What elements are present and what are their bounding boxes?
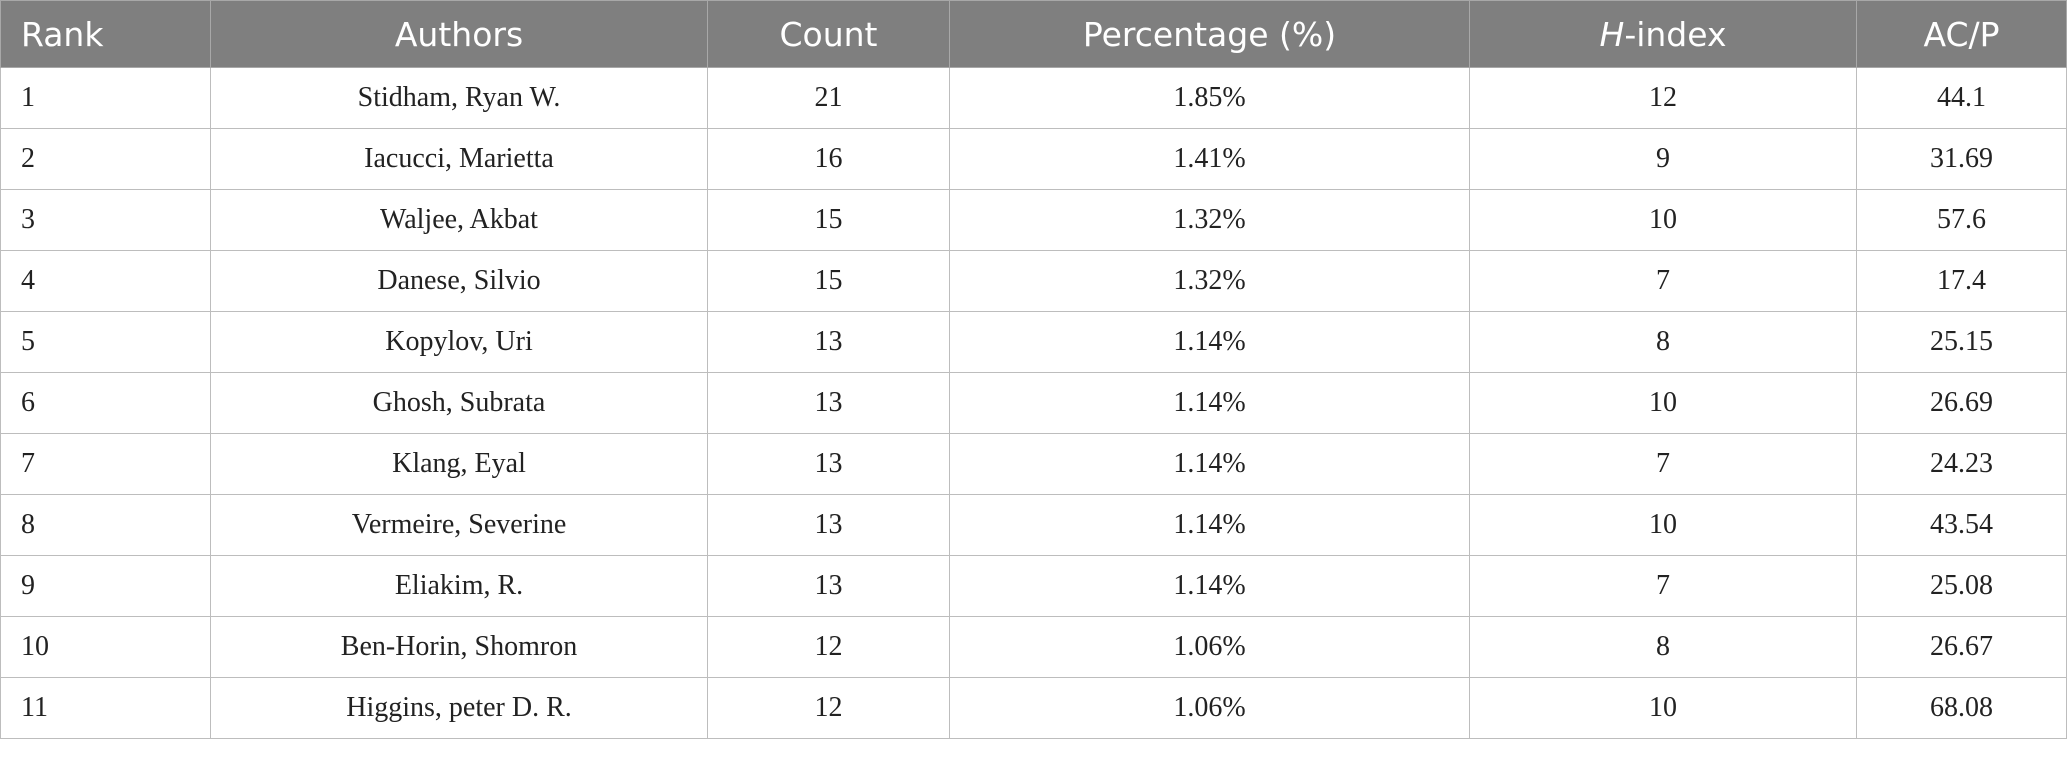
header-authors: Authors xyxy=(210,0,708,68)
cell-percentage: 1.14% xyxy=(949,433,1470,495)
cell-acp: 68.08 xyxy=(1856,677,2067,739)
header-h-index-prefix: H xyxy=(1599,14,1625,54)
cell-percentage: 1.32% xyxy=(949,250,1470,312)
cell-h-index: 10 xyxy=(1469,494,1857,556)
header-acp: AC/P xyxy=(1856,0,2067,68)
cell-percentage: 1.14% xyxy=(949,555,1470,617)
cell-h-index: 10 xyxy=(1469,677,1857,739)
cell-rank: 3 xyxy=(0,189,211,251)
cell-author: Ghosh, Subrata xyxy=(210,372,708,434)
header-rank: Rank xyxy=(0,0,211,68)
cell-rank: 2 xyxy=(0,128,211,190)
table-row: 11 Higgins, peter D. R. 12 1.06% 10 68.08 xyxy=(0,677,2067,739)
cell-count: 21 xyxy=(707,67,950,129)
cell-acp: 57.6 xyxy=(1856,189,2067,251)
cell-count: 13 xyxy=(707,494,950,556)
table-body: 1 Stidham, Ryan W. 21 1.85% 12 44.1 2 Iacucci, … xyxy=(0,67,2067,739)
cell-acp: 43.54 xyxy=(1856,494,2067,556)
header-percentage: Percentage (%) xyxy=(949,0,1470,68)
table-row: 8 Vermeire, Severine 13 1.14% 10 43.54 xyxy=(0,494,2067,556)
table-row: 5 Kopylov, Uri 13 1.14% 8 25.15 xyxy=(0,311,2067,373)
cell-percentage: 1.06% xyxy=(949,677,1470,739)
cell-h-index: 12 xyxy=(1469,67,1857,129)
cell-count: 13 xyxy=(707,372,950,434)
cell-author: Klang, Eyal xyxy=(210,433,708,495)
cell-author: Waljee, Akbat xyxy=(210,189,708,251)
table-row: 1 Stidham, Ryan W. 21 1.85% 12 44.1 xyxy=(0,67,2067,129)
header-h-index-suffix: -index xyxy=(1624,14,1727,54)
cell-h-index: 9 xyxy=(1469,128,1857,190)
cell-count: 15 xyxy=(707,189,950,251)
cell-rank: 1 xyxy=(0,67,211,129)
header-count: Count xyxy=(707,0,950,68)
cell-percentage: 1.14% xyxy=(949,372,1470,434)
table-row: 9 Eliakim, R. 13 1.14% 7 25.08 xyxy=(0,555,2067,617)
cell-percentage: 1.14% xyxy=(949,494,1470,556)
cell-percentage: 1.41% xyxy=(949,128,1470,190)
table-row: 6 Ghosh, Subrata 13 1.14% 10 26.69 xyxy=(0,372,2067,434)
cell-acp: 24.23 xyxy=(1856,433,2067,495)
cell-acp: 26.67 xyxy=(1856,616,2067,678)
cell-author: Eliakim, R. xyxy=(210,555,708,617)
cell-h-index: 10 xyxy=(1469,189,1857,251)
cell-rank: 10 xyxy=(0,616,211,678)
cell-author: Iacucci, Marietta xyxy=(210,128,708,190)
cell-acp: 44.1 xyxy=(1856,67,2067,129)
cell-percentage: 1.06% xyxy=(949,616,1470,678)
cell-author: Ben-Horin, Shomron xyxy=(210,616,708,678)
cell-acp: 25.08 xyxy=(1856,555,2067,617)
cell-author: Danese, Silvio xyxy=(210,250,708,312)
cell-percentage: 1.85% xyxy=(949,67,1470,129)
table-row: 7 Klang, Eyal 13 1.14% 7 24.23 xyxy=(0,433,2067,495)
cell-count: 16 xyxy=(707,128,950,190)
cell-count: 13 xyxy=(707,555,950,617)
cell-author: Stidham, Ryan W. xyxy=(210,67,708,129)
cell-h-index: 10 xyxy=(1469,372,1857,434)
cell-author: Kopylov, Uri xyxy=(210,311,708,373)
cell-author: Higgins, peter D. R. xyxy=(210,677,708,739)
authors-table: Rank Authors Count Percentage (%) H-inde… xyxy=(0,0,2067,739)
cell-percentage: 1.14% xyxy=(949,311,1470,373)
cell-rank: 11 xyxy=(0,677,211,739)
cell-count: 12 xyxy=(707,616,950,678)
cell-author: Vermeire, Severine xyxy=(210,494,708,556)
cell-count: 15 xyxy=(707,250,950,312)
table-row: 4 Danese, Silvio 15 1.32% 7 17.4 xyxy=(0,250,2067,312)
cell-acp: 25.15 xyxy=(1856,311,2067,373)
cell-acp: 26.69 xyxy=(1856,372,2067,434)
cell-acp: 31.69 xyxy=(1856,128,2067,190)
cell-rank: 4 xyxy=(0,250,211,312)
cell-rank: 5 xyxy=(0,311,211,373)
table-row: 10 Ben-Horin, Shomron 12 1.06% 8 26.67 xyxy=(0,616,2067,678)
cell-h-index: 7 xyxy=(1469,555,1857,617)
cell-h-index: 8 xyxy=(1469,311,1857,373)
cell-h-index: 8 xyxy=(1469,616,1857,678)
cell-acp: 17.4 xyxy=(1856,250,2067,312)
table-row: 3 Waljee, Akbat 15 1.32% 10 57.6 xyxy=(0,189,2067,251)
cell-count: 12 xyxy=(707,677,950,739)
cell-rank: 7 xyxy=(0,433,211,495)
cell-count: 13 xyxy=(707,311,950,373)
header-h-index: H-index xyxy=(1469,0,1857,68)
cell-percentage: 1.32% xyxy=(949,189,1470,251)
cell-h-index: 7 xyxy=(1469,433,1857,495)
cell-rank: 6 xyxy=(0,372,211,434)
table-header: Rank Authors Count Percentage (%) H-inde… xyxy=(0,0,2067,68)
cell-rank: 9 xyxy=(0,555,211,617)
table-row: 2 Iacucci, Marietta 16 1.41% 9 31.69 xyxy=(0,128,2067,190)
cell-rank: 8 xyxy=(0,494,211,556)
cell-count: 13 xyxy=(707,433,950,495)
header-row: Rank Authors Count Percentage (%) H-inde… xyxy=(0,0,2067,68)
cell-h-index: 7 xyxy=(1469,250,1857,312)
